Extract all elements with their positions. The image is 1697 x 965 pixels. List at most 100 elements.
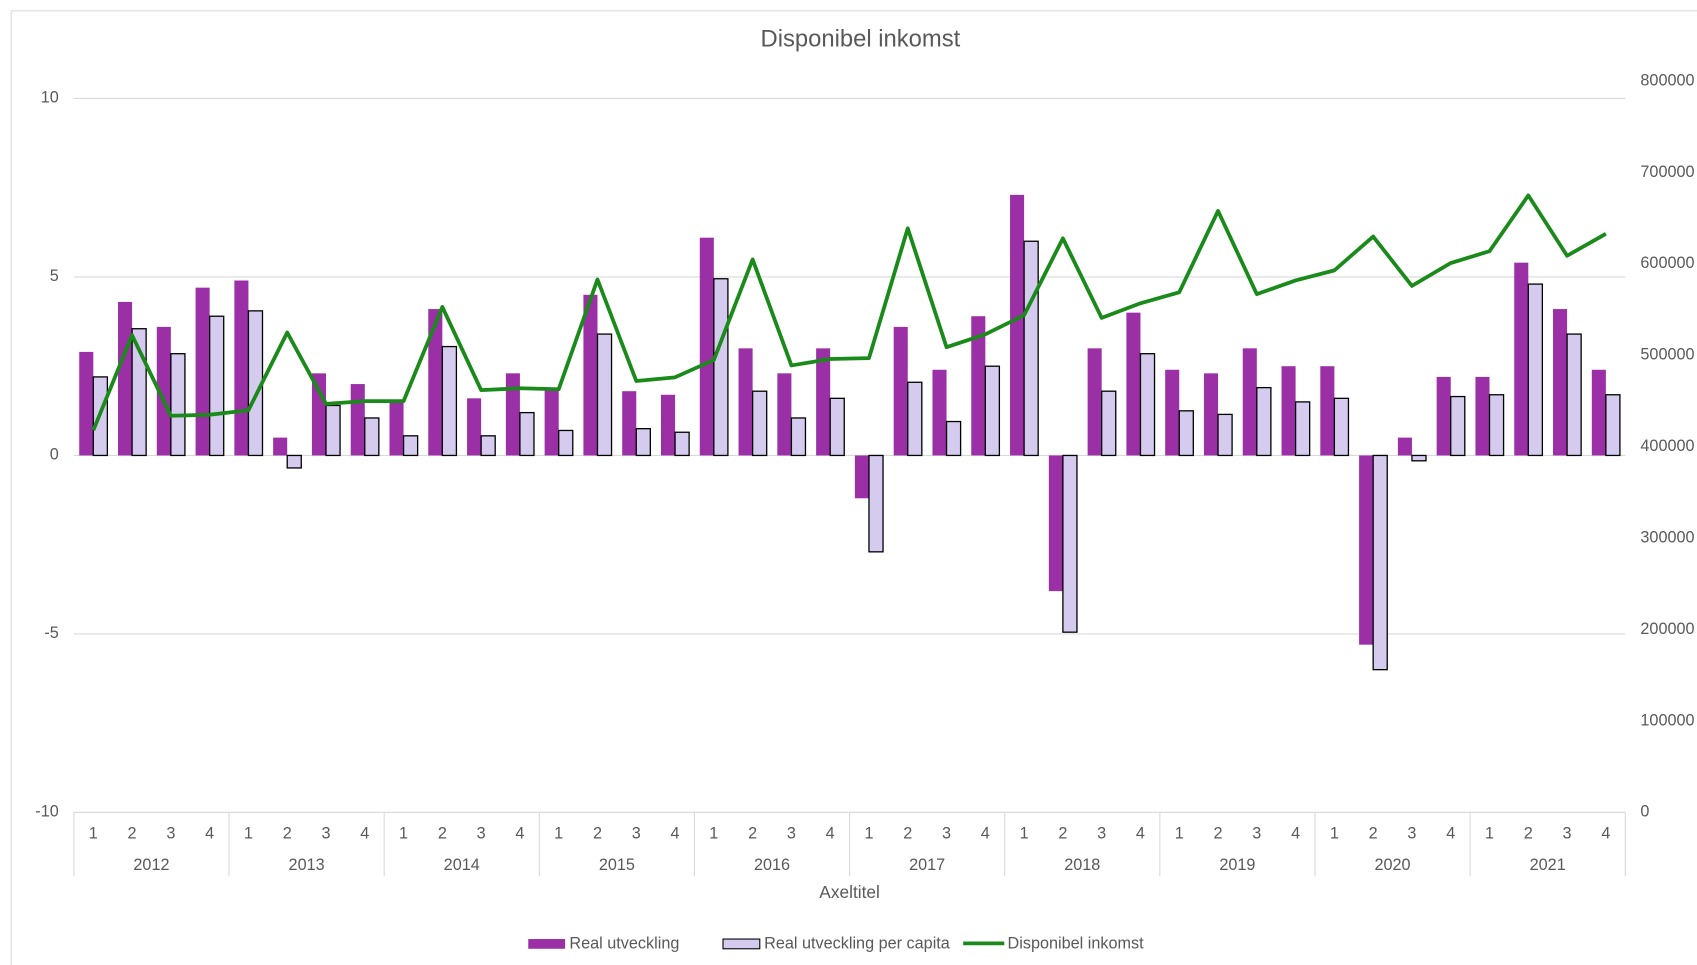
bar bbox=[1591, 369, 1606, 456]
bar bbox=[1450, 395, 1466, 457]
x-tick-label: 3 bbox=[1252, 824, 1261, 842]
bar bbox=[1488, 394, 1505, 457]
y-tick-label: 5 bbox=[50, 267, 59, 285]
bar bbox=[1087, 348, 1102, 456]
bar bbox=[932, 369, 947, 456]
bar bbox=[1359, 455, 1374, 645]
bar bbox=[635, 428, 651, 457]
bar bbox=[519, 411, 535, 457]
x-tick-label: 1 bbox=[864, 824, 873, 842]
line bbox=[91, 193, 1607, 432]
bar bbox=[699, 237, 714, 456]
x-tick-label: 3 bbox=[632, 824, 641, 842]
y2-tick-label: 0 bbox=[1640, 803, 1649, 821]
x-tick-label: 4 bbox=[515, 824, 524, 842]
bar bbox=[1256, 386, 1272, 457]
x-tick-label: 2 bbox=[128, 824, 137, 842]
chart-title: Disponibel inkomst bbox=[761, 25, 961, 52]
bar bbox=[1605, 394, 1621, 457]
x-tick-label: 3 bbox=[1407, 824, 1416, 842]
bar bbox=[208, 315, 225, 457]
x-tick-label: 4 bbox=[1136, 824, 1145, 842]
bar bbox=[1010, 194, 1025, 456]
bar bbox=[79, 351, 94, 456]
y2-tick-label: 100000 bbox=[1640, 711, 1694, 729]
bar bbox=[1320, 366, 1335, 456]
x-tick-label: 4 bbox=[981, 824, 990, 842]
bar bbox=[480, 435, 496, 457]
x-tick-label: 3 bbox=[787, 824, 796, 842]
y2-tick-label: 700000 bbox=[1640, 163, 1694, 181]
bar bbox=[1566, 333, 1582, 457]
bar bbox=[1514, 262, 1529, 456]
x-tick-label: 1 bbox=[244, 824, 253, 842]
bar bbox=[1203, 373, 1219, 456]
x-group-label: 2015 bbox=[599, 856, 635, 874]
x-tick-label: 1 bbox=[1175, 824, 1184, 842]
y2-tick-label: 800000 bbox=[1640, 71, 1694, 89]
bar bbox=[1062, 454, 1078, 633]
x-tick-label: 1 bbox=[1330, 824, 1339, 842]
bar bbox=[829, 397, 845, 457]
bar bbox=[1333, 397, 1350, 457]
x-tick-label: 3 bbox=[166, 824, 175, 842]
x-tick-label: 1 bbox=[1485, 824, 1494, 842]
bar bbox=[1101, 390, 1117, 457]
chart-border bbox=[10, 10, 1697, 965]
y-tick-label: 10 bbox=[41, 89, 59, 107]
x-tick-label: 3 bbox=[1097, 824, 1106, 842]
bar bbox=[1475, 376, 1490, 456]
x-group-label: 2019 bbox=[1219, 856, 1255, 874]
x-tick-label: 4 bbox=[360, 824, 369, 842]
bar bbox=[816, 348, 831, 456]
x-tick-label: 3 bbox=[477, 824, 486, 842]
legend-label: Real utveckling per capita bbox=[764, 935, 951, 953]
y-tick-label: -10 bbox=[35, 803, 58, 821]
x-tick-label: 4 bbox=[826, 824, 835, 842]
x-tick-label: 2 bbox=[1058, 824, 1067, 842]
x-tick-label: 2 bbox=[748, 824, 757, 842]
bar bbox=[1048, 455, 1063, 592]
legend-swatch bbox=[528, 939, 566, 949]
bar bbox=[1126, 312, 1141, 456]
bar bbox=[558, 429, 574, 457]
x-tick-label: 4 bbox=[1446, 824, 1455, 842]
x-tick-label: 2 bbox=[1214, 824, 1223, 842]
bar bbox=[984, 365, 1001, 457]
bar bbox=[660, 394, 676, 456]
bar bbox=[713, 278, 729, 457]
x-group-label: 2013 bbox=[289, 856, 325, 874]
x-group-label: 2021 bbox=[1530, 856, 1566, 874]
bar bbox=[738, 348, 753, 456]
bar bbox=[1178, 410, 1194, 457]
x-group-label: 2017 bbox=[909, 856, 945, 874]
x-tick-label: 1 bbox=[1020, 824, 1029, 842]
bar bbox=[1242, 348, 1257, 456]
x-tick-label: 1 bbox=[554, 824, 563, 842]
x-tick-label: 4 bbox=[205, 824, 214, 842]
x-tick-label: 1 bbox=[399, 824, 408, 842]
bar bbox=[1372, 454, 1388, 671]
bar bbox=[467, 398, 482, 456]
x-tick-label: 3 bbox=[1563, 824, 1572, 842]
bar bbox=[273, 437, 288, 456]
bar bbox=[544, 387, 559, 456]
y2-tick-label: 200000 bbox=[1640, 620, 1694, 638]
bar bbox=[751, 390, 768, 457]
bar bbox=[945, 420, 962, 457]
x-group-label: 2016 bbox=[754, 856, 790, 874]
y2-tick-label: 400000 bbox=[1640, 437, 1694, 455]
x-group-label: 2012 bbox=[133, 856, 169, 874]
bar bbox=[195, 287, 210, 456]
x-group-label: 2018 bbox=[1064, 856, 1100, 874]
bar bbox=[596, 333, 613, 457]
x-axis-title: Axeltitel bbox=[819, 882, 880, 902]
x-tick-label: 3 bbox=[942, 824, 951, 842]
bar bbox=[402, 435, 419, 457]
legend-swatch bbox=[722, 938, 761, 950]
bar bbox=[505, 373, 520, 456]
bar bbox=[1217, 413, 1233, 457]
bar bbox=[389, 401, 404, 456]
bar bbox=[325, 404, 341, 457]
bar bbox=[286, 454, 302, 469]
